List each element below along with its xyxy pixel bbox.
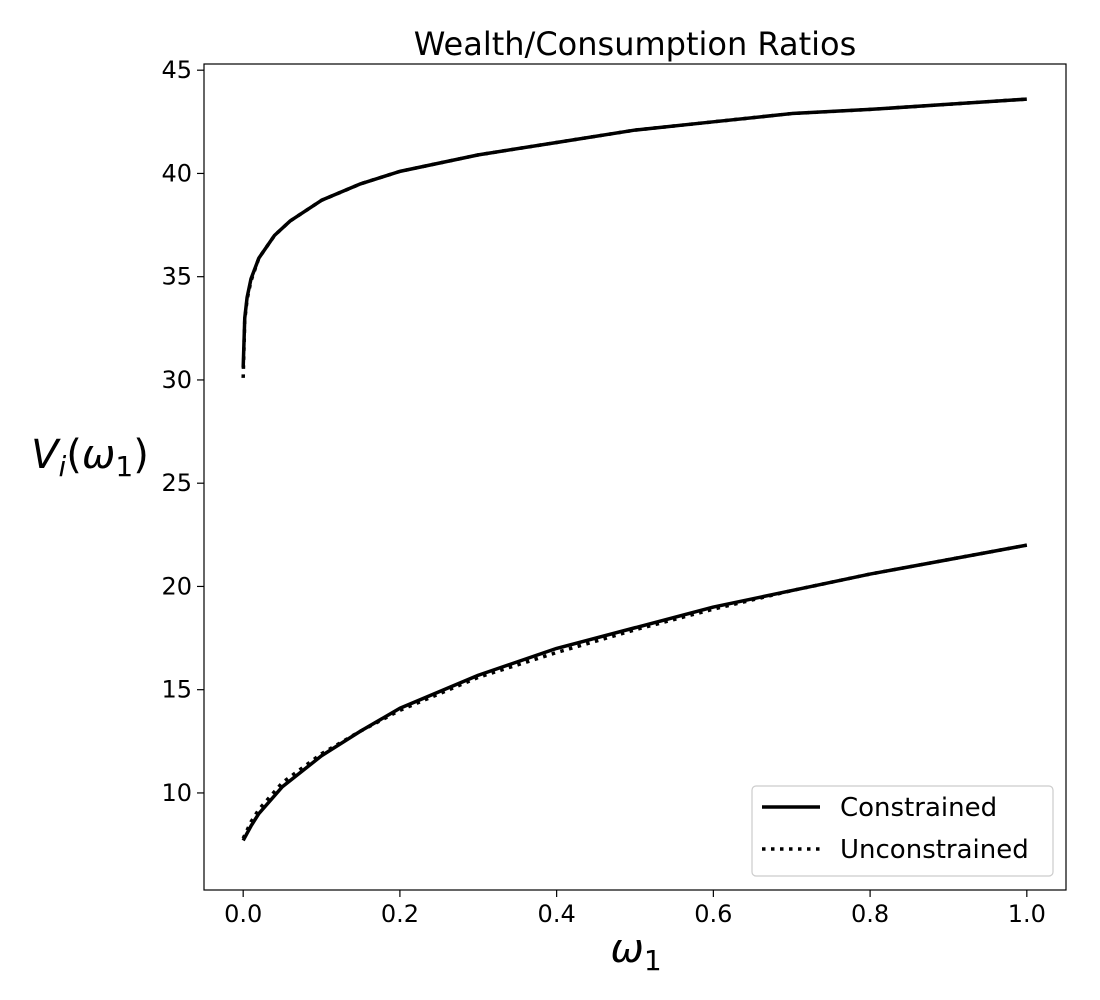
y-tick-label: 25 bbox=[161, 469, 192, 497]
legend-label-constrained: Constrained bbox=[840, 793, 997, 823]
series-line-constrained bbox=[241, 543, 1028, 842]
series-line-unconstrained bbox=[241, 97, 1027, 378]
y-tick-label: 40 bbox=[161, 159, 192, 187]
y-tick-label: 15 bbox=[161, 676, 192, 704]
y-tick-label: 10 bbox=[161, 779, 192, 807]
series-line-constrained bbox=[241, 97, 1027, 368]
y-tick-label: 20 bbox=[161, 572, 192, 600]
y-axis-label: Vi(ω1) bbox=[31, 432, 149, 483]
y-axis-label-subscript: i bbox=[59, 450, 67, 483]
x-tick-label: 1.0 bbox=[1008, 900, 1046, 928]
x-tick-label: 0.0 bbox=[224, 900, 262, 928]
series-layer bbox=[241, 97, 1028, 842]
x-axis-label-subscript: 1 bbox=[644, 944, 662, 977]
y-tick-label: 35 bbox=[161, 263, 192, 291]
y-tick-label: 30 bbox=[161, 366, 192, 394]
y-tick-label: 45 bbox=[161, 56, 192, 84]
x-tick-label: 0.8 bbox=[851, 900, 889, 928]
x-tick-label: 0.2 bbox=[381, 900, 419, 928]
plot-frame bbox=[203, 63, 1067, 891]
legend-label-unconstrained: Unconstrained bbox=[840, 835, 1029, 865]
legend-box bbox=[751, 785, 1054, 877]
x-axis-label: ω1 bbox=[610, 926, 661, 977]
legend: Constrained Unconstrained bbox=[751, 785, 1054, 877]
chart-title: Wealth/Consumption Ratios bbox=[414, 25, 857, 63]
x-tick-label: 0.4 bbox=[538, 900, 576, 928]
x-axis-ticks: 0.0 0.2 0.4 0.6 0.8 1.0 bbox=[224, 890, 1046, 928]
y-axis-ticks: 10 15 20 25 30 35 40 45 bbox=[161, 56, 204, 807]
x-tick-label: 0.6 bbox=[694, 900, 732, 928]
